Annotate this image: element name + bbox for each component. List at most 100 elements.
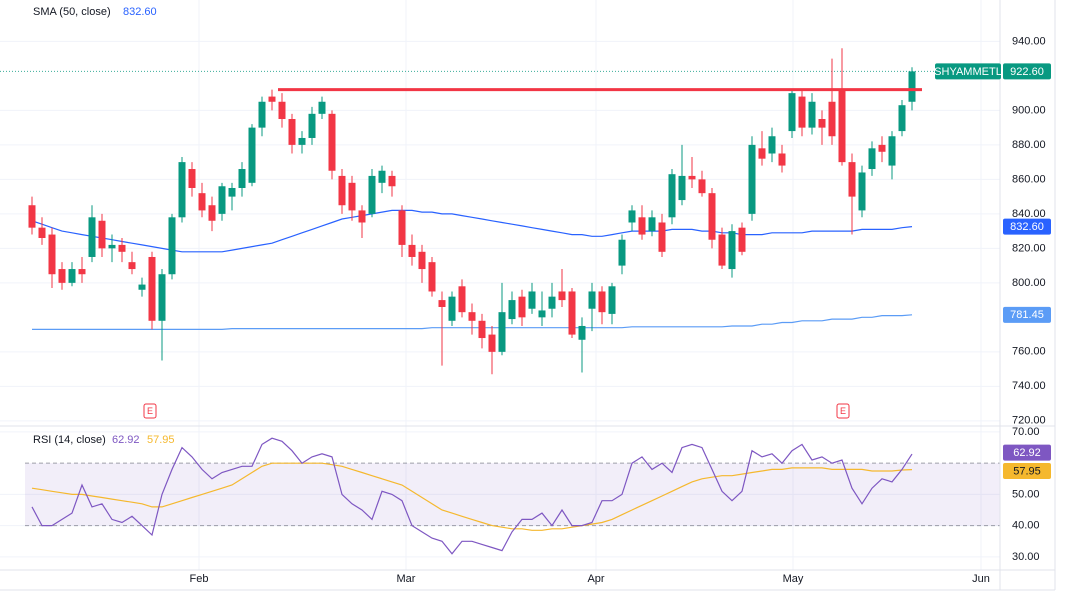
sma-line — [31, 209, 913, 253]
candle-body — [98, 220, 106, 249]
candle-body — [188, 169, 196, 188]
y-tick-label: 800.00 — [1012, 277, 1046, 289]
candle-body — [888, 136, 896, 166]
sma-tag-box — [1003, 306, 1051, 323]
x-tick-label: Jun — [972, 573, 990, 585]
candle-body — [808, 101, 816, 128]
last-price-tag-box — [1003, 63, 1051, 80]
x-tick-label: Apr — [587, 573, 604, 585]
candle-body — [778, 153, 786, 166]
candle-body — [688, 175, 696, 180]
candle-body — [578, 325, 586, 340]
candle-body — [728, 231, 736, 270]
candle-body — [678, 175, 686, 201]
candle-body — [58, 269, 66, 283]
x-tick-label: May — [783, 573, 804, 585]
legend-rsi-value: 62.92 — [112, 434, 140, 446]
symbol-tag-box — [935, 63, 1001, 80]
y-tick-label: 720.00 — [1012, 415, 1046, 427]
candle-body — [108, 244, 116, 249]
candle-body — [448, 296, 456, 321]
candle-body — [758, 148, 766, 159]
candle-body — [638, 217, 646, 235]
legend-sma-value: 832.60 — [123, 6, 157, 18]
rsi-tick-label: 40.00 — [1012, 520, 1040, 532]
candle-body — [858, 172, 866, 211]
candle-body — [598, 291, 606, 313]
candle-body — [538, 310, 546, 318]
candle-body — [28, 205, 36, 228]
candle-body — [908, 71, 916, 102]
candle-body — [298, 137, 306, 145]
candle-body — [278, 101, 286, 120]
y-tick-label: 820.00 — [1012, 242, 1046, 254]
sma-tag: 832.60 — [1010, 221, 1044, 233]
candle-body — [558, 291, 566, 301]
symbol-tag: SHYAMMETL — [934, 66, 1002, 78]
candle-body — [168, 217, 176, 275]
y-tick-label: 860.00 — [1012, 173, 1046, 185]
candle-body — [128, 262, 136, 270]
candle-body — [428, 262, 436, 292]
candle-body — [388, 175, 396, 187]
candle-body — [148, 256, 156, 321]
candle-body — [418, 251, 426, 270]
candle-body — [898, 105, 906, 132]
candle-body — [608, 286, 616, 314]
candle-body — [158, 274, 166, 321]
candle-body — [658, 222, 666, 252]
rsi-ma-tag: 57.95 — [1013, 465, 1041, 477]
legend-rsi: RSI (14, close) — [33, 434, 106, 446]
candle-body — [38, 227, 46, 239]
candle-body — [318, 101, 326, 114]
candle-body — [358, 210, 366, 223]
candle-body — [228, 187, 236, 197]
legend-sma: SMA (50, close) — [33, 6, 111, 18]
candle-body — [498, 312, 506, 352]
candle-body — [458, 286, 466, 313]
candle-body — [568, 291, 576, 335]
rsi-tick-label: 30.00 — [1012, 551, 1040, 563]
x-tick-label: Mar — [397, 573, 416, 585]
candle-body — [328, 113, 336, 171]
plot — [0, 48, 1000, 555]
candle-body — [768, 136, 776, 154]
sma-tag: 781.45 — [1010, 309, 1044, 321]
candle-body — [378, 170, 386, 183]
candle-body — [548, 296, 556, 309]
candle-body — [68, 269, 76, 283]
rsi-tick-label: 70.00 — [1012, 426, 1040, 438]
y-tick-label: 740.00 — [1012, 380, 1046, 392]
candle-body — [238, 169, 246, 188]
candle-body — [798, 96, 806, 128]
candle-body — [748, 144, 756, 214]
event-marker — [143, 403, 157, 419]
rsi-tag: 62.92 — [1013, 447, 1041, 459]
candle-body — [88, 217, 96, 257]
candle-body — [338, 175, 346, 206]
grid — [0, 0, 1000, 570]
candle-body — [818, 119, 826, 128]
candle-body — [48, 234, 56, 275]
candle-body — [668, 174, 676, 218]
candle-body — [438, 300, 446, 307]
candle-body — [348, 182, 356, 211]
candle-body — [468, 312, 476, 321]
candle-body — [698, 179, 706, 194]
candle-body — [248, 127, 256, 183]
candle-body — [368, 175, 376, 214]
candle-body — [488, 334, 496, 352]
candle-body — [738, 227, 746, 252]
y-tick-label: 880.00 — [1012, 139, 1046, 151]
rsi-ma-tag-box — [1003, 463, 1051, 480]
legend-rsi-ma-value: 57.95 — [147, 434, 175, 446]
y-tick-label: 840.00 — [1012, 208, 1046, 220]
candle-body — [408, 244, 416, 257]
candle-body — [878, 144, 886, 152]
candle-body — [178, 162, 186, 218]
candle-body — [648, 217, 656, 232]
candle-body — [838, 89, 846, 163]
rsi-line — [31, 437, 913, 555]
